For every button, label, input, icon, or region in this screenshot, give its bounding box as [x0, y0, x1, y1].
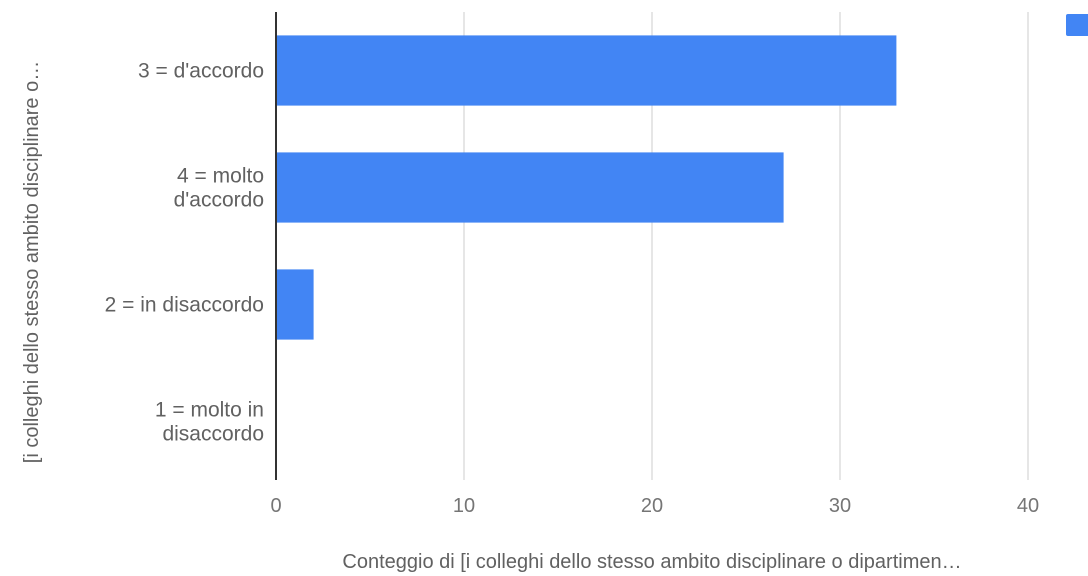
category-label: 1 = molto in disaccordo [155, 399, 264, 446]
x-axis-title: Conteggio di [i colleghi dello stesso am… [342, 551, 961, 573]
bar [276, 152, 784, 223]
x-tick-label: 10 [453, 495, 475, 517]
x-tick-label: 40 [1017, 495, 1039, 517]
category-label: 3 = d'accordo [138, 60, 264, 83]
x-tick-labels: 0 10 20 30 40 [270, 495, 1039, 517]
bar [276, 35, 897, 106]
bar [276, 269, 314, 340]
category-label: 4 = molto d'accordo [174, 165, 264, 212]
bars [276, 35, 897, 340]
category-label: 2 = in disaccordo [105, 294, 264, 317]
legend-swatch [1066, 14, 1088, 36]
category-labels: 3 = d'accordo 4 = molto d'accordo 2 = in di… [105, 60, 264, 446]
x-tick-label: 0 [270, 495, 281, 517]
y-axis-title: [i colleghi dello stesso ambito discipli… [21, 61, 43, 463]
x-tick-label: 20 [641, 495, 663, 517]
x-tick-label: 30 [829, 495, 851, 517]
